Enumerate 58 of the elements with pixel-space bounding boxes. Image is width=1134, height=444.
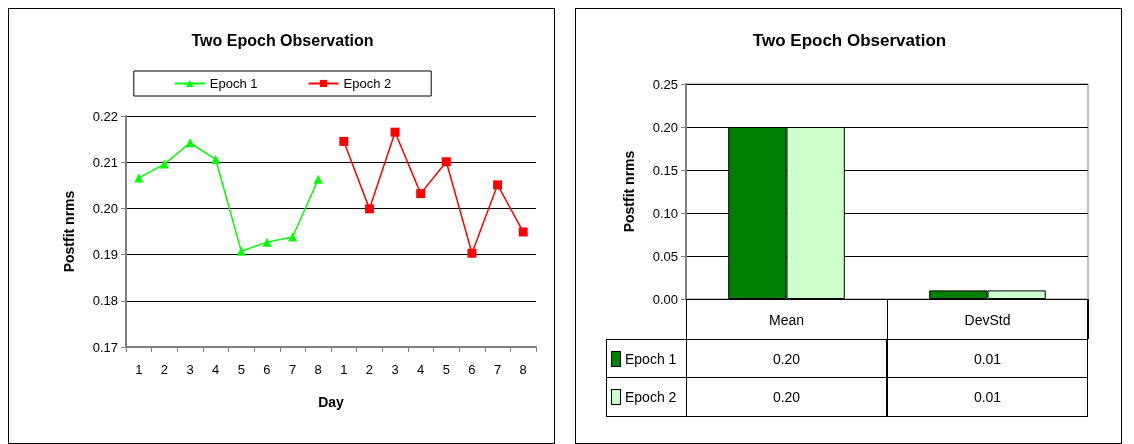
chart-title: Two Epoch Observation <box>191 31 374 49</box>
x-tick-label: 3 <box>186 362 194 377</box>
point <box>467 248 477 258</box>
x-tick-label: 1 <box>340 362 348 377</box>
x-tick-label: 3 <box>391 362 399 377</box>
y-tick-label: 0.15 <box>652 162 678 178</box>
legend-label: Epoch 1 <box>625 350 677 367</box>
point <box>236 246 246 256</box>
x-tick-label: 2 <box>365 362 374 377</box>
y-tick-label: 0.20 <box>652 119 678 135</box>
y-axis-title: Postfit nrms <box>621 150 637 233</box>
data-label: 0.01 <box>887 339 1088 378</box>
legend-label: Epoch 2 <box>343 76 392 91</box>
legend-label: Epoch 1 <box>209 76 258 91</box>
legend-label: Epoch 2 <box>625 389 677 405</box>
point <box>339 136 349 146</box>
y-tick-label: 0.21 <box>92 154 118 170</box>
x-axis-title: Day <box>318 394 345 410</box>
point <box>493 180 503 190</box>
chart-title: Two Epoch Observation <box>752 31 947 50</box>
point <box>211 154 221 164</box>
point <box>159 159 169 169</box>
x-tick-label: 6 <box>468 362 476 377</box>
point <box>518 227 528 237</box>
data-label: 0.20 <box>686 378 887 417</box>
y-tick-label: 0.05 <box>652 248 678 264</box>
x-tick-label: 7 <box>493 362 502 377</box>
data-label: 0.01 <box>887 378 1088 417</box>
x-tick-label: 2 <box>160 362 169 377</box>
x-tick-label: DevStd <box>964 312 1011 328</box>
point <box>390 127 400 137</box>
data-label: 0.20 <box>686 339 887 378</box>
point <box>288 232 298 242</box>
x-tick-label: Mean <box>768 312 805 328</box>
x-tick-label: 4 <box>417 362 425 377</box>
x-tick-label: 8 <box>519 362 527 377</box>
point <box>416 189 426 199</box>
y-tick-label: 0.19 <box>92 247 118 263</box>
point <box>313 174 323 184</box>
point <box>441 157 451 167</box>
y-tick-label: 0.17 <box>92 339 118 355</box>
x-tick-label: 7 <box>288 362 297 377</box>
x-tick-label: 4 <box>212 362 220 377</box>
y-tick-label: 0.10 <box>652 205 678 221</box>
x-tick-label: 1 <box>135 362 143 377</box>
x-tick-label: 6 <box>263 362 271 377</box>
y-tick-label: 0.00 <box>652 291 678 307</box>
x-tick-label: 8 <box>314 362 322 377</box>
y-tick-label: 0.22 <box>92 108 118 124</box>
x-tick-label: 5 <box>442 362 450 377</box>
y-tick-label: 0.20 <box>92 200 118 216</box>
point <box>185 138 195 148</box>
y-axis-title: Postfit nrms <box>61 190 77 273</box>
y-tick-label: 0.18 <box>92 293 118 309</box>
point <box>262 237 272 247</box>
y-tick-label: 0.25 <box>652 76 678 92</box>
point <box>364 204 374 214</box>
x-tick-label: 5 <box>237 362 245 377</box>
